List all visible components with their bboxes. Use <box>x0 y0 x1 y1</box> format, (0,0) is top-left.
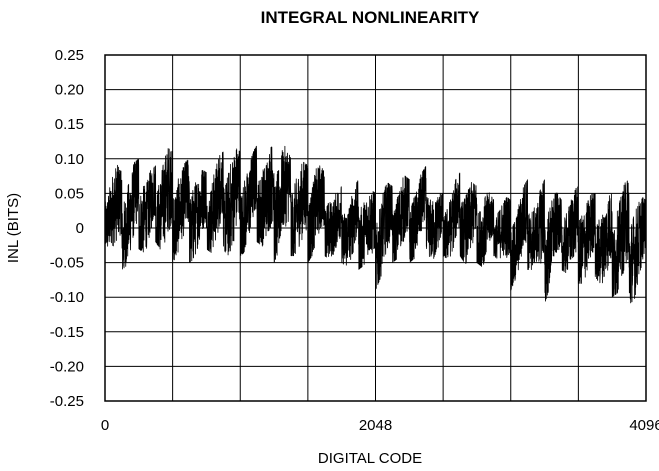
x-tick-label: 0 <box>101 417 109 434</box>
y-tick-label: -0.05 <box>50 255 84 272</box>
inl-data-trace <box>104 145 647 304</box>
y-tick-label: -0.15 <box>50 324 84 341</box>
x-tick-label: 2048 <box>359 417 392 434</box>
chart-title: INTEGRAL NONLINEARITY <box>261 8 480 27</box>
y-tick-label: -0.10 <box>50 289 84 306</box>
y-tick-label: 0.25 <box>55 47 84 64</box>
x-axis-tick-labels: 0 2048 4096 <box>101 417 659 434</box>
y-axis-tick-labels: 0.25 0.20 0.15 0.10 0.05 0 -0.05 -0.10 -0.15 -0.2… <box>50 47 84 410</box>
y-tick-label: -0.25 <box>50 393 84 410</box>
y-tick-label: -0.20 <box>50 358 84 375</box>
x-tick-label: 4096 <box>629 417 659 434</box>
y-tick-label: 0.05 <box>55 185 84 202</box>
plot-area-frame <box>104 54 647 402</box>
x-axis-label: DIGITAL CODE <box>318 450 422 467</box>
y-tick-label: 0 <box>76 220 84 237</box>
y-tick-label: 0.15 <box>55 116 84 133</box>
y-axis-label: INL (BITS) <box>5 193 22 263</box>
y-tick-label: 0.20 <box>55 82 84 99</box>
y-tick-label: 0.10 <box>55 151 84 168</box>
